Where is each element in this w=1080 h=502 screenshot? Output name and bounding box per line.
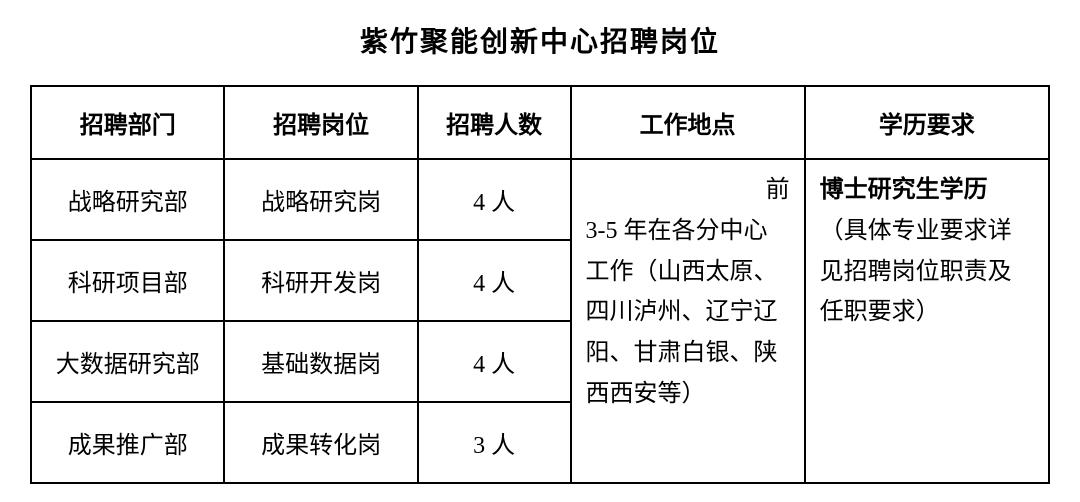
cell-position: 科研开发岗 <box>224 240 417 321</box>
header-count: 招聘人数 <box>418 86 571 159</box>
education-bold: 博士研究生学历 <box>820 176 988 203</box>
cell-dept: 大数据研究部 <box>31 321 224 402</box>
header-dept: 招聘部门 <box>31 86 224 159</box>
table-header-row: 招聘部门 招聘岗位 招聘人数 工作地点 学历要求 <box>31 86 1049 159</box>
cell-position: 战略研究岗 <box>224 159 417 240</box>
cell-education-merged: 博士研究生学历 （具体专业要求详见招聘岗位职责及任职要求） <box>805 159 1049 483</box>
header-location: 工作地点 <box>571 86 805 159</box>
recruitment-table: 招聘部门 招聘岗位 招聘人数 工作地点 学历要求 战略研究部 战略研究岗 4 人… <box>30 85 1050 484</box>
cell-location-merged: 前 3-5 年在各分中心工作（山西太原、四川泸州、辽宁辽阳、甘肃白银、陕西西安等… <box>571 159 805 483</box>
cell-dept: 科研项目部 <box>31 240 224 321</box>
cell-count: 4 人 <box>418 159 571 240</box>
page-title: 紫竹聚能创新中心招聘岗位 <box>30 20 1050 60</box>
cell-position: 成果转化岗 <box>224 402 417 483</box>
cell-dept: 战略研究部 <box>31 159 224 240</box>
cell-count: 3 人 <box>418 402 571 483</box>
table-row: 战略研究部 战略研究岗 4 人 前 3-5 年在各分中心工作（山西太原、四川泸州… <box>31 159 1049 240</box>
header-position: 招聘岗位 <box>224 86 417 159</box>
education-rest: （具体专业要求详见招聘岗位职责及任职要求） <box>820 218 1012 326</box>
location-body: 3-5 年在各分中心工作（山西太原、四川泸州、辽宁辽阳、甘肃白银、陕西西安等） <box>586 218 778 407</box>
header-education: 学历要求 <box>805 86 1049 159</box>
cell-dept: 成果推广部 <box>31 402 224 483</box>
location-prefix: 前 <box>586 170 790 211</box>
cell-position: 基础数据岗 <box>224 321 417 402</box>
cell-count: 4 人 <box>418 240 571 321</box>
cell-count: 4 人 <box>418 321 571 402</box>
